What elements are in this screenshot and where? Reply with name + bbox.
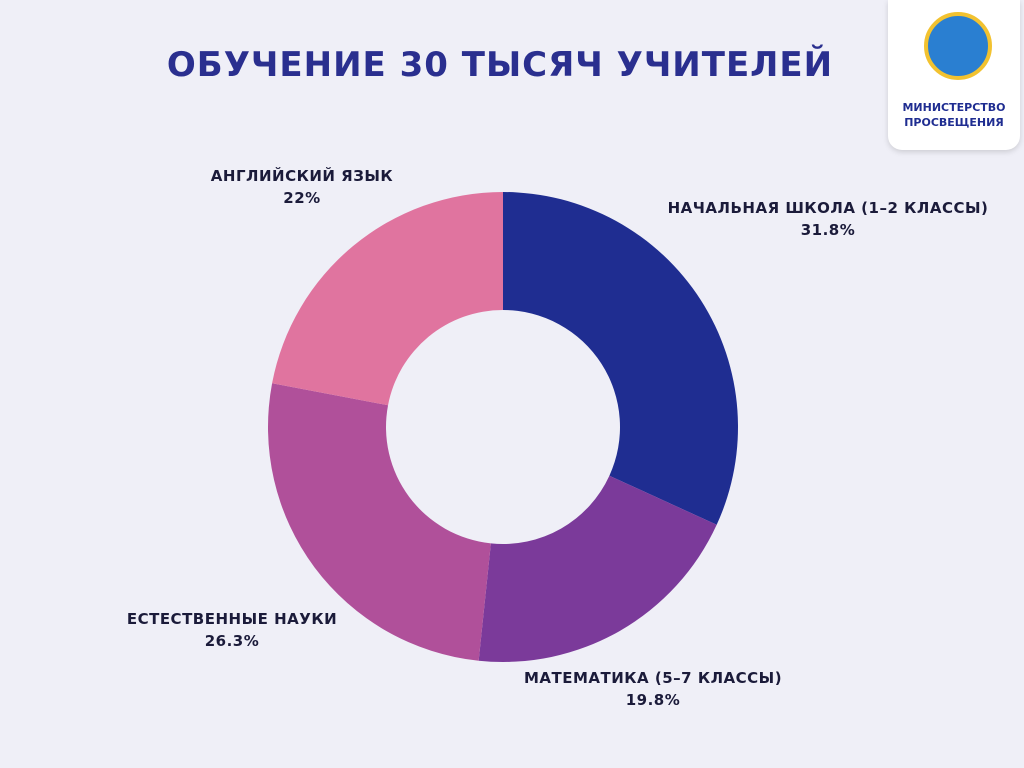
slice-label: АНГЛИЙСКИЙ ЯЗЫК [211,166,394,185]
slice-label: МАТЕМАТИКА (5–7 КЛАССЫ) [524,669,782,687]
slice [272,192,503,406]
chart-title: ОБУЧЕНИЕ 30 ТЫСЯЧ УЧИТЕЛЕЙ [167,44,833,85]
value-label: 26.3% [205,632,260,650]
logo: МИНИСТЕРСТВО ПРОСВЕЩЕНИЯ [888,0,1020,150]
emblem [924,12,992,80]
value-label: 19.8% [626,691,681,709]
value-label: 31.8% [801,221,856,239]
slice-label: ЕСТЕСТВЕННЫЕ НАУКИ [127,610,337,628]
value-label: 22% [283,189,320,207]
slice-label: НАЧАЛЬНАЯ ШКОЛА (1–2 КЛАССЫ) [668,199,989,217]
slice [503,192,738,525]
logo-text: МИНИСТЕРСТВО ПРОСВЕЩЕНИЯ [902,101,1006,129]
slice [478,475,717,662]
slice [268,383,491,661]
